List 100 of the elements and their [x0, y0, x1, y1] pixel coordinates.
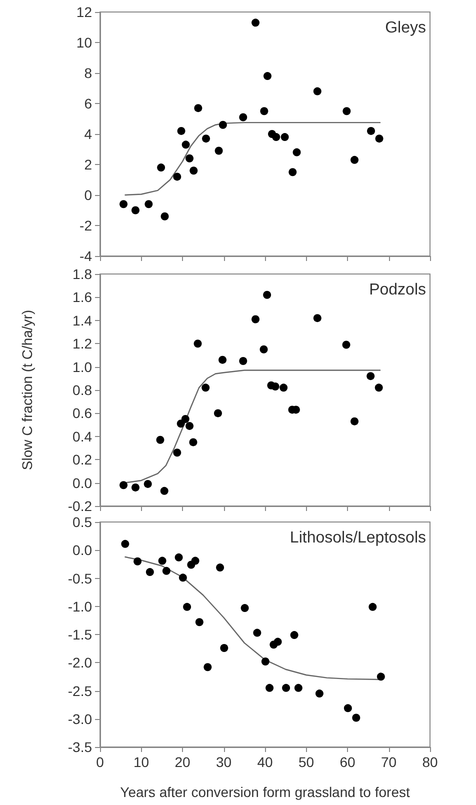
- point: [174, 553, 183, 562]
- point: [261, 658, 270, 666]
- y-tick-label: 0.5: [72, 514, 92, 530]
- x-tick-label: 10: [133, 754, 150, 770]
- point: [292, 148, 301, 156]
- y-tick-label: -2: [80, 218, 92, 234]
- point: [121, 540, 130, 548]
- y-axis-title: Slow C fraction (t C/ha/yr): [19, 310, 35, 470]
- annotation: Podzols: [369, 282, 426, 298]
- point: [214, 146, 223, 155]
- y-tick-label: 1.2: [72, 336, 92, 352]
- y-tick-label: 8: [84, 65, 92, 81]
- point: [194, 104, 202, 112]
- y-tick-label: 10: [76, 34, 92, 50]
- point: [173, 448, 182, 457]
- point: [157, 164, 166, 172]
- point: [183, 602, 192, 611]
- x-axis-title: Years after conversion form grassland to forest: [120, 784, 410, 800]
- point: [260, 107, 268, 116]
- point: [240, 604, 249, 612]
- point: [350, 156, 359, 164]
- point: [218, 120, 227, 129]
- point: [282, 684, 290, 692]
- point: [272, 133, 280, 142]
- point: [266, 684, 274, 692]
- annotation: Lithosols/Leptosols: [290, 530, 426, 546]
- y-tick-label: 0.0: [72, 474, 92, 491]
- point: [186, 154, 194, 162]
- point: [156, 436, 164, 444]
- point: [191, 556, 200, 565]
- point: [280, 384, 288, 392]
- point: [178, 574, 187, 582]
- point: [374, 384, 383, 392]
- y-tick-label: 4: [84, 126, 92, 142]
- point: [342, 107, 351, 116]
- point: [253, 628, 262, 637]
- point: [263, 72, 272, 80]
- point: [218, 356, 227, 364]
- point: [202, 134, 210, 143]
- point: [131, 206, 140, 214]
- y-tick-label: -2.5: [68, 682, 92, 699]
- x-tick-label: 0: [96, 754, 104, 770]
- point: [290, 631, 298, 640]
- point: [367, 126, 376, 135]
- y-tick-label: 0: [84, 187, 92, 203]
- point: [182, 140, 190, 149]
- point: [190, 166, 198, 175]
- y-tick-label: 1.4: [72, 312, 92, 328]
- x-tick-label: 20: [174, 754, 190, 770]
- y-tick-label: -2.0: [68, 654, 92, 671]
- y-tick-label: -4: [80, 248, 92, 264]
- x-tick-label: 40: [257, 754, 273, 770]
- point: [344, 704, 352, 712]
- point: [131, 483, 140, 492]
- y-tick-label: 0.8: [72, 382, 92, 398]
- point: [134, 557, 142, 566]
- line-series: [124, 122, 382, 196]
- point: [315, 690, 324, 698]
- point: [181, 415, 190, 423]
- x-tick-label: 70: [380, 754, 397, 770]
- point: [177, 126, 186, 135]
- point: [186, 422, 194, 430]
- y-tick-label: 1.6: [72, 289, 92, 306]
- y-tick-label: 0.4: [72, 428, 92, 444]
- y-tick-label: 1.8: [72, 266, 92, 282]
- point: [173, 172, 182, 181]
- point: [160, 486, 168, 495]
- point: [366, 372, 375, 380]
- point: [214, 409, 222, 418]
- y-tick-label: -1.0: [68, 598, 92, 614]
- y-tick-label: 0.2: [72, 452, 92, 468]
- y-tick-label: 2: [84, 156, 92, 172]
- point: [195, 618, 204, 626]
- x-tick-label: 50: [298, 754, 314, 770]
- y-tick-label: 6: [84, 96, 92, 112]
- y-tick-label: -0.2: [68, 498, 92, 514]
- y-tick-label: 1.0: [72, 358, 92, 375]
- point: [220, 644, 228, 652]
- point: [146, 568, 154, 576]
- point: [350, 417, 359, 426]
- y-tick-label: -1.5: [68, 626, 92, 642]
- point: [204, 663, 212, 672]
- annotation: Gleys: [385, 20, 426, 36]
- point: [352, 714, 360, 722]
- point: [376, 672, 385, 681]
- point: [239, 357, 248, 365]
- point: [144, 480, 152, 488]
- point: [189, 438, 198, 446]
- y-tick-label: 0.6: [72, 405, 92, 422]
- point: [252, 18, 260, 27]
- point: [313, 87, 322, 96]
- point: [162, 566, 170, 575]
- point: [260, 345, 268, 354]
- point: [194, 340, 202, 348]
- point: [368, 602, 377, 611]
- y-tick-label: -0.5: [68, 570, 92, 586]
- point: [342, 340, 350, 349]
- point: [239, 113, 248, 122]
- point: [288, 168, 297, 176]
- x-tick-label: 30: [216, 754, 232, 770]
